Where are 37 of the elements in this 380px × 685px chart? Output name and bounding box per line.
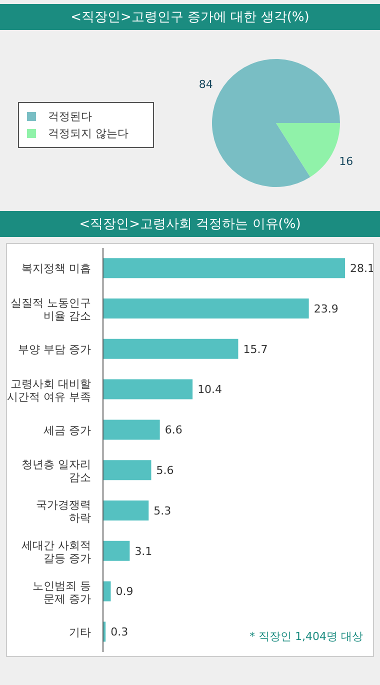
bar — [103, 379, 193, 400]
annotation: * 직장인 1,404명 대상 — [250, 629, 363, 644]
data-label: 16 — [339, 155, 354, 168]
data-label: 6.6 — [164, 424, 182, 437]
y-tick-label: 고령사회 대비할 시간적 여유 부족 — [7, 377, 91, 404]
y-tick-label: 실질적 노동인구 비율 감소 — [10, 296, 91, 323]
bar — [103, 258, 345, 278]
data-label: 5.6 — [156, 464, 174, 478]
legend-label: 걱정된다 — [48, 109, 92, 125]
data-label: 3.1 — [134, 544, 152, 558]
y-tick-label: 세금 증가 — [44, 424, 91, 437]
data-label: 15.7 — [243, 342, 268, 356]
bar — [103, 500, 149, 520]
bar — [103, 420, 160, 440]
chart-title: <직장인>고령인구 증가에 대한 생각(%) — [0, 4, 380, 30]
bar — [103, 298, 309, 318]
data-label: 10.4 — [198, 383, 222, 396]
pie-slice — [212, 59, 340, 187]
data-label: 23.9 — [314, 302, 338, 316]
y-tick-label: 기타 — [69, 626, 91, 639]
y-tick-label: 세대간 사회적 갈등 증가 — [22, 539, 91, 565]
y-tick-label: 부양 부담 증가 — [18, 343, 91, 356]
chart-title: <직장인>고령사회 걱정하는 이유(%) — [0, 211, 380, 237]
data-label: 5.3 — [154, 504, 172, 518]
y-tick-label: 복지정책 미흡 — [22, 262, 91, 276]
bar — [103, 540, 130, 561]
y-tick-label: 노인범죄 등 문제 증가 — [32, 579, 91, 606]
bar — [103, 460, 152, 480]
y-tick-label: 국가경쟁력 하락 — [36, 498, 91, 525]
y-tick-label: 청년층 일자리 감소 — [22, 458, 91, 484]
data-label: 0.9 — [116, 585, 134, 598]
legend-label: 걱정되지 않는다 — [48, 126, 128, 142]
bar — [103, 581, 111, 602]
bar — [103, 338, 238, 359]
data-label: 84 — [198, 78, 213, 91]
pie-slice — [276, 123, 340, 178]
data-label: 0.3 — [110, 626, 128, 639]
